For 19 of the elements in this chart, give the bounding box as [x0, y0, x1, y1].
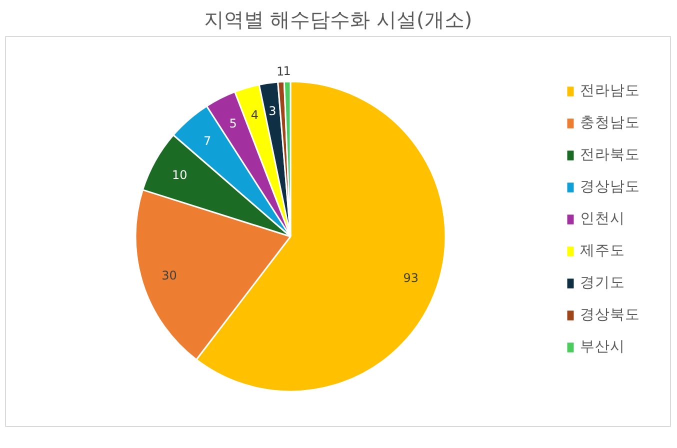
data-label: 3 — [268, 104, 276, 118]
legend-label: 경상북도 — [580, 305, 640, 324]
chart-title: 지역별 해수담수화 시설(개소) — [204, 8, 472, 32]
legend-label: 부산시 — [580, 337, 625, 356]
legend-label: 제주도 — [580, 241, 625, 260]
data-label: 4 — [250, 108, 259, 122]
data-label: 30 — [162, 268, 177, 282]
data-label: 1 — [276, 64, 284, 78]
data-label: 93 — [403, 270, 419, 285]
legend-label: 경상남도 — [580, 177, 640, 196]
legend-label: 경기도 — [580, 273, 625, 292]
data-label: 10 — [172, 168, 188, 182]
data-label: 1 — [283, 64, 291, 78]
legend-label: 충청남도 — [580, 113, 640, 132]
data-label: 7 — [203, 134, 212, 148]
legend-label: 전라북도 — [580, 145, 640, 164]
legend-label: 전라남도 — [580, 81, 640, 100]
legend-label: 인천시 — [580, 209, 625, 228]
data-label: 5 — [229, 116, 237, 131]
